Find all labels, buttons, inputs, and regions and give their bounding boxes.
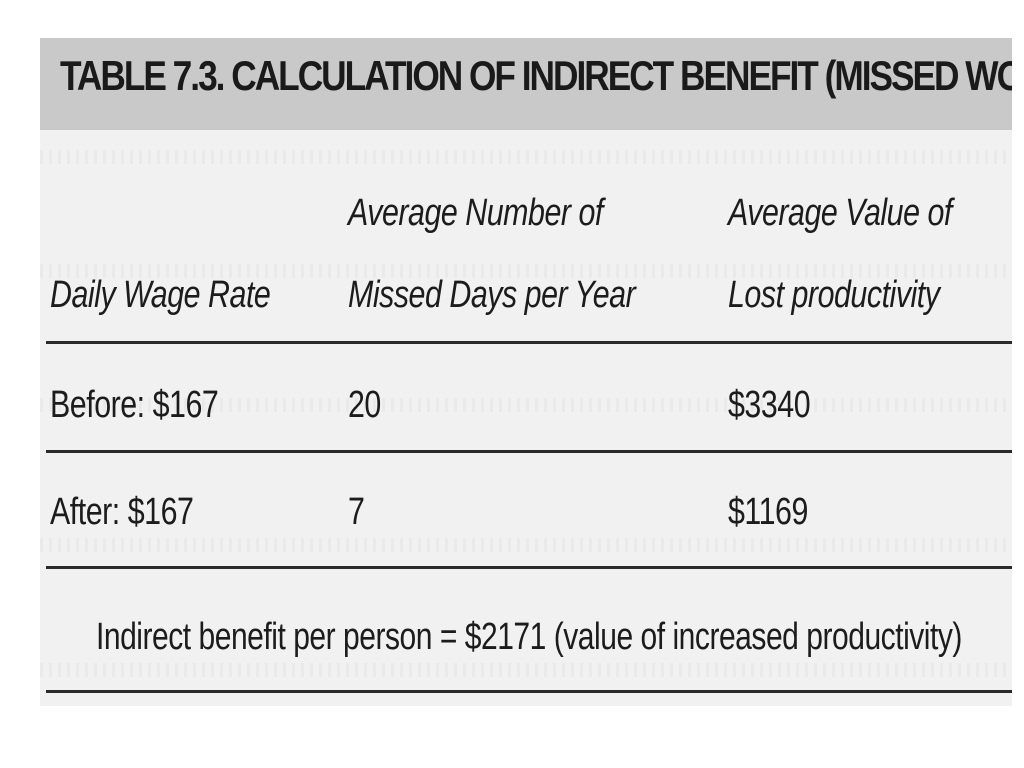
footer-top-rule [46, 566, 1012, 569]
show-through-texture [40, 663, 1012, 677]
row-before-days: 20 [348, 384, 381, 426]
show-through-texture [40, 538, 1012, 552]
row-after-value: $1169 [728, 491, 808, 533]
show-through-texture [40, 264, 1012, 278]
show-through-texture [40, 150, 1012, 164]
table-title: TABLE 7.3. CALCULATION OF INDIRECT BENEF… [60, 52, 1012, 99]
scanned-table-page: TABLE 7.3. CALCULATION OF INDIRECT BENEF… [40, 38, 1012, 706]
show-through-texture [40, 398, 1012, 412]
header-rule [46, 341, 1012, 344]
bottom-rule [46, 690, 1012, 693]
header-value-line1: Average Value of [728, 192, 952, 234]
row-after-days: 7 [348, 491, 365, 533]
row-before-value: $3340 [728, 384, 811, 426]
header-days-line1: Average Number of [348, 192, 603, 234]
row-before-wage: Before: $167 [50, 384, 219, 426]
title-band: TABLE 7.3. CALCULATION OF INDIRECT BENEF… [40, 38, 1012, 130]
row-after-wage: After: $167 [50, 491, 194, 533]
header-value-line2: Lost productivity [728, 274, 940, 316]
header-wage: Daily Wage Rate [50, 274, 271, 316]
row-rule [46, 450, 1012, 453]
indirect-benefit-summary: Indirect benefit per person = $2171 (val… [96, 616, 962, 658]
header-days-line2: Missed Days per Year [348, 274, 636, 316]
